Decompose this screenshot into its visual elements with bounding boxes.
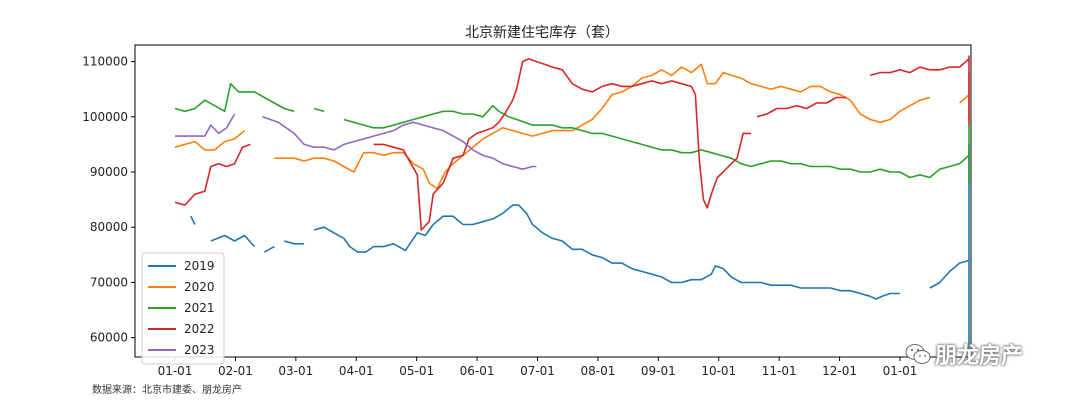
y-axis: 60000 70000 80000 90000 100000 110000 [82,55,135,345]
watermark-text: 朋龙房产 [935,344,1024,369]
x-tick-label: 06-01 [460,364,495,378]
legend-label: 2019 [184,259,215,273]
chart-title: 北京新建住宅库存（套） [465,25,619,41]
plot-frame [134,44,972,358]
y-tick-label: 90000 [90,165,128,179]
x-tick-label: 04-01 [339,364,374,378]
x-tick-label: 05-01 [399,364,434,378]
x-tick-label: 01-01 [158,364,193,378]
wechat-logo-icon [905,344,931,364]
series-line-2022 [174,55,970,231]
series-line-2021 [174,82,970,184]
y-tick-label: 80000 [90,220,128,234]
series-group [174,55,970,350]
x-tick-label: 11-01 [762,364,797,378]
x-tick-label: 12-01 [822,364,857,378]
series-line-2023 [175,113,537,170]
watermark: 朋龙房产 [905,338,1023,370]
series-line-2019 [190,143,970,350]
legend-label: 2021 [184,301,215,315]
y-tick-label: 110000 [82,55,128,69]
legend-label: 2022 [184,322,215,336]
x-tick-label: 08-01 [580,364,615,378]
y-tick-label: 60000 [90,331,128,345]
y-tick-label: 100000 [82,110,128,124]
x-tick-label: 10-01 [701,364,736,378]
x-tick-label: 01-01 [883,364,918,378]
source-note: 数据来源：北京市建委、朋龙房产 [92,385,242,396]
x-tick-label: 09-01 [641,364,676,378]
x-tick-label: 02-01 [218,364,253,378]
legend-label: 2020 [184,280,215,294]
x-axis: 01-01 02-01 03-01 04-01 05-01 06-01 07-01 08-01… [158,357,918,378]
legend: 2019 2020 2021 2022 2023 [141,252,225,365]
y-tick-label: 70000 [90,275,128,289]
x-tick-label: 03-01 [278,364,313,378]
series-line-2020 [174,63,970,190]
legend-label: 2023 [184,343,215,357]
legend-box [141,252,225,365]
x-tick-label: 07-01 [520,364,555,378]
